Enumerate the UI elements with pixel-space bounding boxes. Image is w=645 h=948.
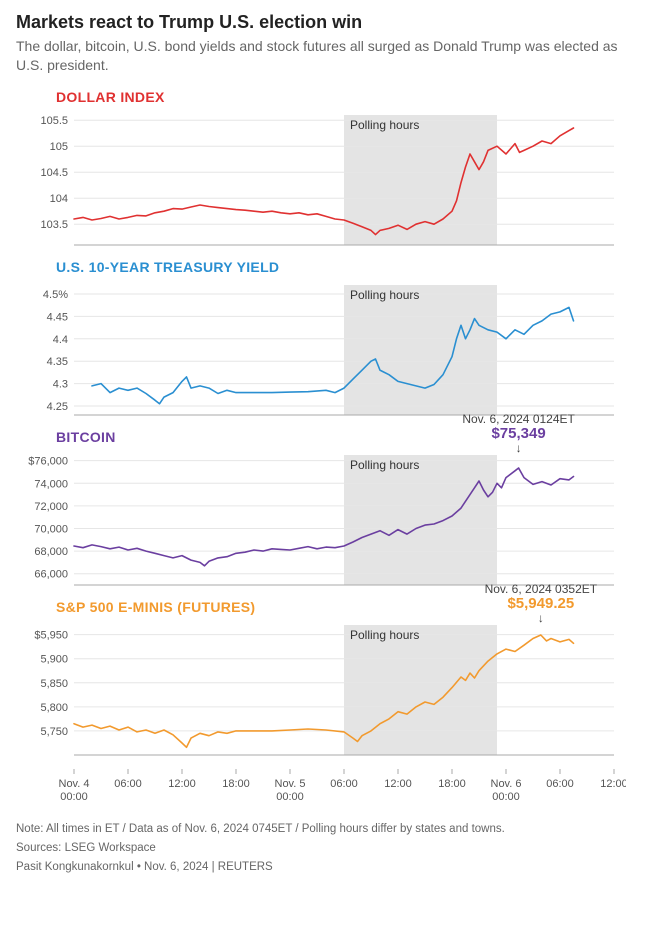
x-tick-label: 06:00 [546, 778, 574, 790]
y-tick-label: 70,000 [34, 523, 68, 535]
polling-band [344, 625, 497, 755]
shared-x-axis: Nov. 400:0006:0012:0018:00Nov. 500:0006:… [16, 769, 629, 811]
y-tick-label: 66,000 [34, 568, 68, 580]
headline: Markets react to Trump U.S. election win [16, 12, 629, 33]
y-tick-label: 72,000 [34, 501, 68, 513]
y-tick-label: 68,000 [34, 546, 68, 558]
subtitle: The dollar, bitcoin, U.S. bond yields an… [16, 37, 629, 75]
x-tick-label: 00:00 [276, 791, 304, 803]
series-line-dollar [74, 128, 574, 235]
y-tick-label: 4.45 [47, 311, 68, 323]
chart-svg-dollar: 103.5 104 104.5 105 105.5 Polling hours [16, 109, 626, 249]
polling-band [344, 115, 497, 245]
footer-sources: Sources: LSEG Workspace [16, 840, 629, 857]
y-tick-label: 4.4 [53, 334, 68, 346]
panels-container: DOLLAR INDEX 103.5 104 104.5 105 105.5 Polling… [16, 89, 629, 759]
y-tick-label: 4.35 [47, 356, 68, 368]
y-tick-label: 105 [50, 141, 68, 153]
footer-note: Note: All times in ET / Data as of Nov. … [16, 821, 629, 838]
footer: Note: All times in ET / Data as of Nov. … [16, 821, 629, 877]
y-tick-label: 74,000 [34, 478, 68, 490]
x-tick-label: 18:00 [438, 778, 466, 790]
y-tick-label: 103.5 [40, 219, 68, 231]
chart-svg-spx: 5,750 5,800 5,850 5,900 $5,950 Polling hours [16, 619, 626, 759]
x-tick-label: 06:00 [330, 778, 358, 790]
polling-label: Polling hours [350, 628, 419, 642]
chart-svg-bitcoin: 66,000 68,000 70,000 72,000 74,000 $76,000 Pol… [16, 449, 626, 589]
y-tick-label: 5,850 [40, 678, 68, 690]
x-tick-label: 06:00 [114, 778, 142, 790]
y-tick-label: 4.5% [43, 289, 68, 301]
y-tick-label: 5,750 [40, 726, 68, 738]
y-tick-label: 4.3 [53, 378, 68, 390]
page: Markets react to Trump U.S. election win… [0, 0, 645, 893]
x-tick-label: Nov. 4 [59, 778, 90, 790]
panel-bitcoin: BITCOINNov. 6, 2024 0124ET$75,349↓66,000… [16, 429, 629, 589]
panel-ust10y: U.S. 10-YEAR TREASURY YIELD4.254.34.354.… [16, 259, 629, 419]
panel-title-ust10y: U.S. 10-YEAR TREASURY YIELD [56, 259, 629, 275]
y-tick-label: $5,950 [34, 629, 68, 641]
x-tick-label: 12:00 [384, 778, 412, 790]
panel-title-spx: S&P 500 E-MINIS (FUTURES) [56, 599, 629, 615]
y-tick-label: 4.25 [47, 401, 68, 413]
series-line-ust10y [92, 307, 574, 403]
y-tick-label: 104 [50, 193, 68, 205]
y-tick-label: $76,000 [28, 455, 68, 467]
x-tick-label: 18:00 [222, 778, 250, 790]
x-tick-label: 12:00 [168, 778, 196, 790]
y-tick-label: 104.5 [40, 167, 68, 179]
panel-title-dollar: DOLLAR INDEX [56, 89, 629, 105]
polling-band [344, 455, 497, 585]
y-tick-label: 5,800 [40, 702, 68, 714]
panel-dollar: DOLLAR INDEX 103.5 104 104.5 105 105.5 Polling… [16, 89, 629, 249]
polling-label: Polling hours [350, 458, 419, 472]
footer-byline: Pasit Kongkunakornkul • Nov. 6, 2024 | R… [16, 859, 629, 876]
chart-svg-ust10y: 4.25 4.3 4.35 4.4 4.45 4.5% Polling hours [16, 279, 626, 419]
panel-title-bitcoin: BITCOIN [56, 429, 629, 445]
panel-spx: S&P 500 E-MINIS (FUTURES)Nov. 6, 2024 03… [16, 599, 629, 759]
x-tick-label: 00:00 [492, 791, 520, 803]
x-tick-label: Nov. 6 [491, 778, 522, 790]
polling-band [344, 285, 497, 415]
x-tick-label: 00:00 [60, 791, 88, 803]
y-tick-label: 105.5 [40, 115, 68, 127]
y-tick-label: 5,900 [40, 653, 68, 665]
x-tick-label: 12:00 [600, 778, 626, 790]
x-tick-label: Nov. 5 [275, 778, 306, 790]
polling-label: Polling hours [350, 288, 419, 302]
x-axis-svg: Nov. 400:0006:0012:0018:00Nov. 500:0006:… [16, 769, 626, 811]
polling-label: Polling hours [350, 118, 419, 132]
